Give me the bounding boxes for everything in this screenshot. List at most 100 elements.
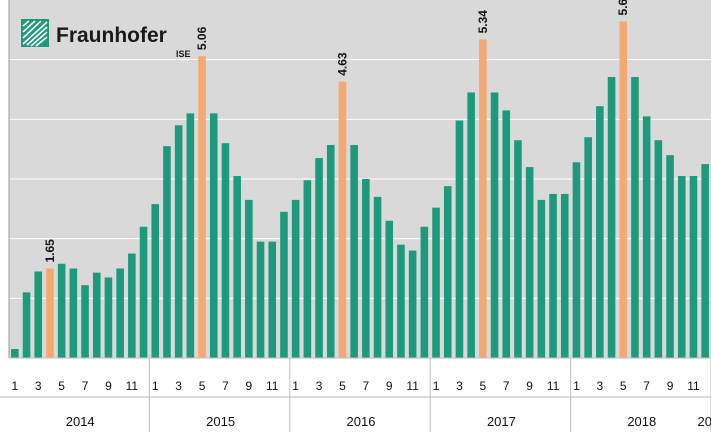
bar [677, 176, 686, 358]
bar [502, 110, 511, 358]
x-tick-label: 7 [82, 379, 89, 393]
bar [631, 76, 639, 358]
year-label: 2016 [347, 414, 376, 429]
x-tick-label: 9 [246, 379, 253, 393]
bar [514, 140, 522, 358]
bar [642, 116, 651, 358]
bar [57, 263, 66, 358]
bar [116, 268, 124, 358]
x-tick-label: 1 [573, 379, 580, 393]
bar [607, 76, 616, 358]
bar [256, 241, 265, 358]
x-tick-label: 9 [105, 379, 112, 393]
x-tick-label: 5 [620, 379, 627, 393]
bar [291, 199, 300, 358]
bar [245, 199, 253, 358]
bar [373, 196, 382, 358]
x-tick-label: 3 [597, 379, 604, 393]
bars-layer [11, 21, 709, 358]
data-labels-layer: 1.655.064.635.345.645.44 [43, 0, 630, 263]
x-tick-label: 11 [687, 379, 700, 393]
bar [163, 146, 171, 358]
bar [654, 140, 663, 358]
bar [104, 277, 113, 358]
x-tick-label: 7 [363, 379, 370, 393]
bar [467, 92, 475, 358]
x-tick-label: 5 [480, 379, 487, 393]
x-tick-label: 7 [643, 379, 650, 393]
bar [233, 176, 241, 358]
bar [420, 226, 429, 358]
bar [689, 176, 698, 358]
data-label: 5.06 [195, 26, 209, 50]
x-tick-label: 3 [456, 379, 463, 393]
bar [443, 186, 452, 358]
data-label: 5.34 [476, 10, 490, 34]
bar [151, 204, 160, 358]
bar [525, 167, 534, 358]
bar [221, 143, 230, 358]
bar [22, 292, 31, 358]
bar-highlight [619, 21, 628, 358]
bar [432, 207, 440, 358]
bar [268, 241, 277, 358]
x-tick-label: 7 [503, 379, 510, 393]
bar [596, 106, 604, 358]
bar-highlight [198, 56, 206, 358]
logo-name: Fraunhofer [56, 24, 167, 47]
bar [280, 211, 288, 358]
bar [408, 250, 417, 358]
bar [350, 144, 358, 358]
year-label: 2014 [66, 414, 95, 429]
x-tick-label: 11 [406, 379, 419, 393]
data-label: 4.63 [335, 52, 349, 76]
bar [174, 125, 183, 358]
x-tick-label: 7 [222, 379, 229, 393]
year-label: 2019 [698, 414, 711, 429]
x-tick-label: 9 [526, 379, 533, 393]
x-tick-label: 5 [199, 379, 206, 393]
bar-highlight [479, 39, 487, 358]
x-tick-label: 5 [58, 379, 65, 393]
x-tick-label: 1 [152, 379, 159, 393]
x-tick-label: 11 [547, 379, 560, 393]
bar [362, 179, 370, 358]
year-label: 2015 [206, 414, 235, 429]
bar [69, 268, 78, 358]
bar [326, 144, 335, 358]
bar [560, 193, 569, 358]
x-tick-label: 9 [386, 379, 393, 393]
data-label: 5.64 [616, 0, 630, 15]
bar [572, 162, 581, 358]
bar [701, 164, 709, 358]
bar [209, 113, 218, 358]
bar [34, 271, 43, 358]
fraunhofer-logo: Fraunhofer ISE [21, 19, 191, 59]
bar [549, 193, 557, 358]
bar [128, 253, 136, 358]
year-label: 2018 [627, 414, 656, 429]
bar [81, 285, 89, 358]
bar [186, 113, 195, 358]
bar [455, 120, 464, 358]
x-tick-label: 11 [126, 379, 139, 393]
bar [490, 92, 499, 358]
bar [397, 244, 405, 358]
bar [303, 180, 312, 358]
x-tick-label: 5 [339, 379, 346, 393]
bar-highlight [46, 268, 54, 358]
x-tick-label: 9 [667, 379, 674, 393]
bar [666, 155, 674, 358]
fraunhofer-logo-mark [21, 19, 49, 47]
x-tick-label: 1 [292, 379, 299, 393]
bar [584, 137, 592, 358]
bar [11, 349, 19, 358]
logo-sub: ISE [176, 49, 191, 59]
bar [385, 220, 394, 358]
bar [139, 226, 148, 358]
x-tick-label: 1 [433, 379, 440, 393]
data-label: 1.65 [43, 239, 57, 263]
bar [315, 158, 323, 358]
